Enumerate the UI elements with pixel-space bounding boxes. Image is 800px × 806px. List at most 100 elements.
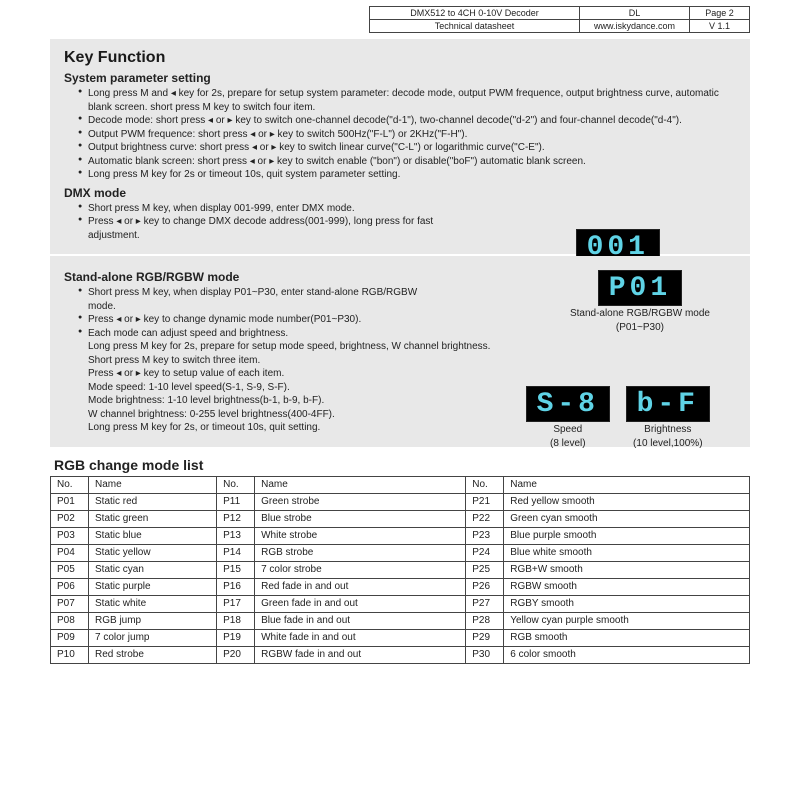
mode-no: P22 — [466, 510, 504, 527]
mode-name: RGB jump — [89, 612, 217, 629]
header-table: DMX512 to 4CH 0-10V Decoder DL Page 2 Te… — [369, 6, 750, 33]
bullet-item: Output brightness curve: short press ◂ o… — [78, 141, 736, 155]
bullet-item: Automatic blank screen: short press ◂ or… — [78, 155, 736, 169]
mode-name: Green cyan smooth — [504, 510, 750, 527]
table-row: P03Static blueP13White strobeP23Blue pur… — [51, 527, 750, 544]
standalone-list: Short press M key, when display P01~P30,… — [64, 286, 424, 340]
mode-name: Blue white smooth — [504, 544, 750, 561]
mode-name: 7 color strobe — [255, 561, 466, 578]
cont-line: Press ◂ or ▸ key to setup value of each … — [64, 367, 736, 381]
speed-cap2: (8 level) — [526, 438, 610, 450]
mode-name: White fade in and out — [255, 629, 466, 646]
table-row: P05Static cyanP157 color strobeP25RGB+W … — [51, 561, 750, 578]
mode-no: P26 — [466, 578, 504, 595]
bright-cap2: (10 level,100%) — [626, 438, 710, 450]
col-name: Name — [255, 476, 466, 493]
col-name: Name — [89, 476, 217, 493]
mode-no: P01 — [51, 493, 89, 510]
standalone-display-wrap: P01 Stand-alone RGB/RGBW mode (P01~P30) — [570, 270, 710, 334]
mode-name: Blue fade in and out — [255, 612, 466, 629]
hdr-version: V 1.1 — [690, 20, 750, 33]
mode-name: RGBY smooth — [504, 595, 750, 612]
hdr-page: Page 2 — [690, 7, 750, 20]
mode-name: White strobe — [255, 527, 466, 544]
rgb-mode-table: No. Name No. Name No. Name P01Static red… — [50, 476, 750, 664]
bullet-item: Short press M key, when display P01~P30,… — [78, 286, 424, 313]
mode-no: P10 — [51, 646, 89, 663]
mode-name: Static cyan — [89, 561, 217, 578]
mode-no: P20 — [217, 646, 255, 663]
mode-name: Static white — [89, 595, 217, 612]
bullet-item: Decode mode: short press ◂ or ▸ key to s… — [78, 114, 736, 128]
mode-no: P21 — [466, 493, 504, 510]
mode-name: RGB+W smooth — [504, 561, 750, 578]
sys-param-list: Long press M and ◂ key for 2s, prepare f… — [64, 87, 736, 182]
mode-no: P12 — [217, 510, 255, 527]
bullet-item: Press ◂ or ▸ key to change dynamic mode … — [78, 313, 424, 327]
mode-name: RGB strobe — [255, 544, 466, 561]
standalone-display: P01 — [598, 270, 682, 306]
dmx-mode-title: DMX mode — [64, 186, 736, 200]
mode-name: Static green — [89, 510, 217, 527]
mode-name: RGBW fade in and out — [255, 646, 466, 663]
mode-no: P09 — [51, 629, 89, 646]
mode-no: P17 — [217, 595, 255, 612]
mode-name: Static purple — [89, 578, 217, 595]
mode-name: Green strobe — [255, 493, 466, 510]
mode-name: Blue strobe — [255, 510, 466, 527]
table-header-row: No. Name No. Name No. Name — [51, 476, 750, 493]
speed-display-wrap: S-8 Speed (8 level) — [526, 386, 610, 450]
hdr-product: DMX512 to 4CH 0-10V Decoder — [370, 7, 580, 20]
mode-no: P28 — [466, 612, 504, 629]
table-row: P08RGB jumpP18Blue fade in and outP28Yel… — [51, 612, 750, 629]
mode-name: Static blue — [89, 527, 217, 544]
mode-no: P19 — [217, 629, 255, 646]
mode-no: P03 — [51, 527, 89, 544]
bullet-item: Press ◂ or ▸ key to change DMX decode ad… — [78, 215, 484, 242]
hdr-url: www.iskydance.com — [580, 20, 690, 33]
key-function-panel: Key Function System parameter setting Lo… — [50, 39, 750, 254]
mode-no: P04 — [51, 544, 89, 561]
mode-name: 7 color jump — [89, 629, 217, 646]
bullet-item: Each mode can adjust speed and brightnes… — [78, 327, 424, 341]
mode-no: P18 — [217, 612, 255, 629]
mode-no: P13 — [217, 527, 255, 544]
table-row: P097 color jumpP19White fade in and outP… — [51, 629, 750, 646]
mode-no: P16 — [217, 578, 255, 595]
speed-display: S-8 — [526, 386, 610, 422]
dmx-mode-list: Short press M key, when display 001-999,… — [64, 202, 484, 243]
mode-no: P02 — [51, 510, 89, 527]
mode-name: 6 color smooth — [504, 646, 750, 663]
bullet-item: Long press M key for 2s or timeout 10s, … — [78, 168, 736, 182]
mode-no: P08 — [51, 612, 89, 629]
mode-name: Red fade in and out — [255, 578, 466, 595]
key-function-title: Key Function — [64, 49, 736, 67]
hdr-doc-type: Technical datasheet — [370, 20, 580, 33]
mode-no: P25 — [466, 561, 504, 578]
col-no: No. — [217, 476, 255, 493]
datasheet-page: DMX512 to 4CH 0-10V Decoder DL Page 2 Te… — [50, 6, 750, 664]
table-row: P06Static purpleP16Red fade in and outP2… — [51, 578, 750, 595]
mode-no: P29 — [466, 629, 504, 646]
col-no: No. — [51, 476, 89, 493]
table-row: P04Static yellowP14RGB strobeP24Blue whi… — [51, 544, 750, 561]
mode-name: Red strobe — [89, 646, 217, 663]
table-row: P07Static whiteP17Green fade in and outP… — [51, 595, 750, 612]
standalone-panel: Stand-alone RGB/RGBW mode Short press M … — [50, 256, 750, 447]
mode-no: P11 — [217, 493, 255, 510]
mode-no: P06 — [51, 578, 89, 595]
mode-no: P30 — [466, 646, 504, 663]
bullet-item: Long press M and ◂ key for 2s, prepare f… — [78, 87, 736, 114]
mode-name: Yellow cyan purple smooth — [504, 612, 750, 629]
sys-param-title: System parameter setting — [64, 71, 736, 85]
mode-name: Green fade in and out — [255, 595, 466, 612]
mode-no: P15 — [217, 561, 255, 578]
table-row: P01Static redP11Green strobeP21Red yello… — [51, 493, 750, 510]
mode-no: P14 — [217, 544, 255, 561]
mode-name: RGB smooth — [504, 629, 750, 646]
table-row: P02Static greenP12Blue strobeP22Green cy… — [51, 510, 750, 527]
mode-name: Red yellow smooth — [504, 493, 750, 510]
col-name: Name — [504, 476, 750, 493]
mode-name: Blue purple smooth — [504, 527, 750, 544]
bullet-item: Output PWM frequence: short press ◂ or ▸… — [78, 128, 736, 142]
